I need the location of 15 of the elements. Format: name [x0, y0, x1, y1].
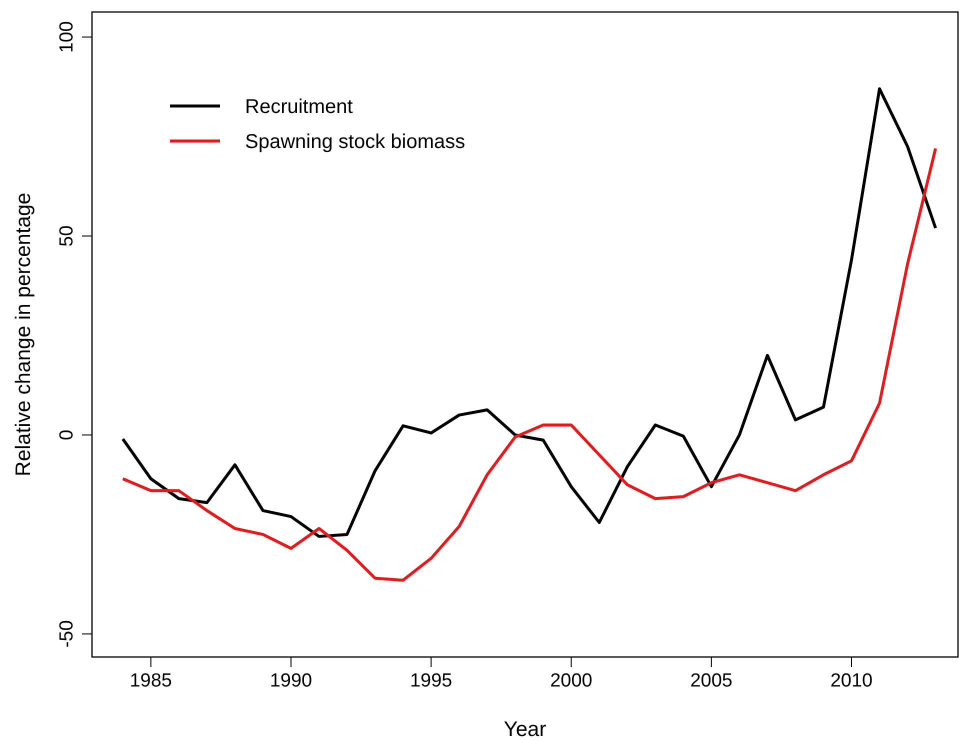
legend-label: Recruitment [245, 96, 354, 118]
x-tick-label: 2005 [690, 670, 733, 692]
y-axis-title: Relative change in percentage [12, 192, 35, 476]
y-tick-label: 0 [56, 430, 78, 440]
y-tick-label: 100 [56, 21, 78, 53]
x-tick-label: 1990 [270, 670, 312, 692]
legend-label: Spawning stock biomass [245, 131, 466, 153]
y-tick-label: 50 [56, 225, 78, 247]
x-tick-label: 1995 [410, 670, 452, 692]
x-tick-label: 1985 [130, 670, 172, 692]
line-series [121, 87, 938, 538]
x-axis-title: Year [504, 718, 546, 741]
x-tick-label: 2000 [550, 670, 592, 692]
x-tick-label: 2010 [830, 670, 873, 692]
y-tick-label: -50 [56, 620, 78, 648]
